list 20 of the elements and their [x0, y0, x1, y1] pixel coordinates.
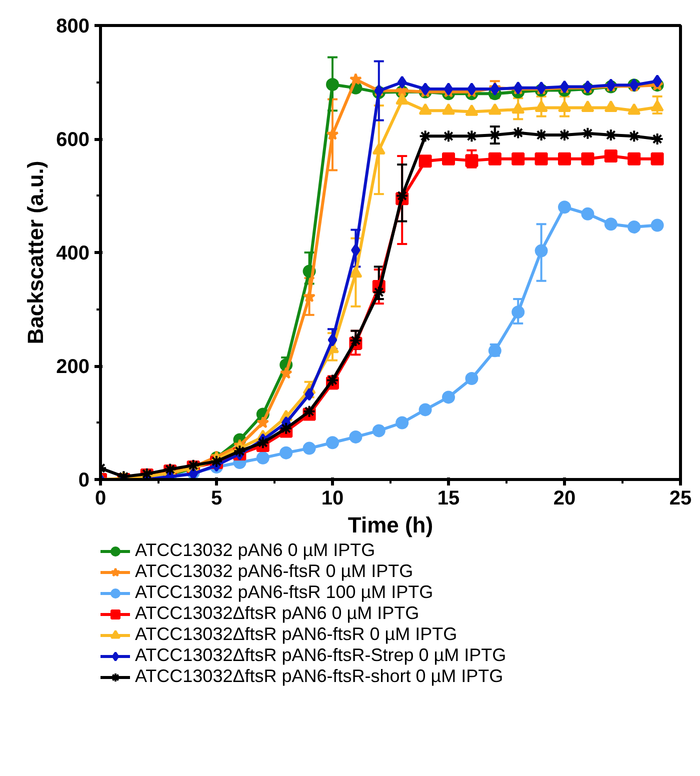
x-axis-title: Time (h)	[348, 512, 434, 538]
legend-label: ATCC13032ΔftsR pAN6-ftsR-Strep 0 µM IPTG	[135, 645, 506, 666]
x-tick-label: 15	[437, 488, 460, 510]
legend-label: ATCC13032ΔftsR pAN6-ftsR-short 0 µM IPTG	[135, 666, 504, 687]
y-tick-label: 600	[56, 129, 90, 151]
legend-label: ATCC13032 pAN6 0 µM IPTG	[135, 540, 376, 561]
x-tick-label: 5	[210, 488, 222, 510]
y-tick-label: 0	[78, 470, 90, 492]
y-tick-label: 800	[56, 16, 90, 38]
x-tick-label: 20	[553, 488, 576, 510]
legend-label: ATCC13032ΔftsR pAN6 0 µM IPTG	[135, 603, 420, 624]
legend-label: ATCC13032 pAN6-ftsR 0 µM IPTG	[135, 561, 414, 582]
y-tick-label: 400	[56, 242, 90, 264]
legend-label: ATCC13032ΔftsR pAN6-ftsR 0 µM IPTG	[135, 624, 458, 645]
x-tick-label: 25	[669, 488, 692, 510]
x-tick-label: 10	[321, 488, 344, 510]
legend-label: ATCC13032 pAN6-ftsR 100 µM IPTG	[135, 582, 434, 603]
y-axis-title: Backscatter (a.u.)	[23, 160, 48, 344]
y-tick-label: 200	[56, 356, 90, 378]
x-tick-label: 0	[94, 488, 106, 510]
